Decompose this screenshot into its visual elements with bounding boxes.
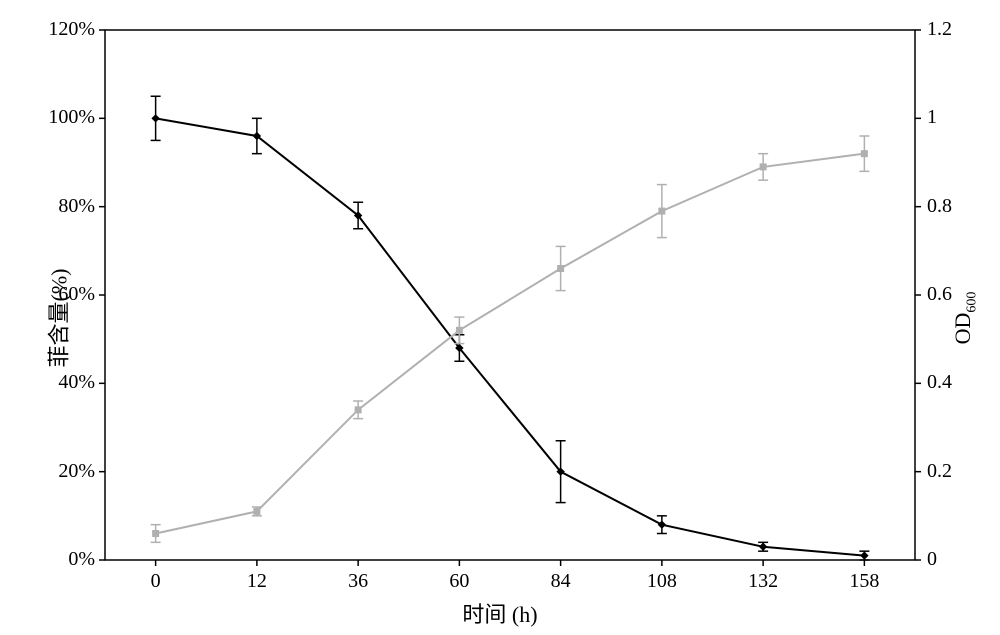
x-tick-label: 36	[338, 570, 378, 593]
y-left-tick-label: 0%	[68, 548, 95, 571]
y-left-tick-label: 60%	[58, 283, 95, 306]
chart-svg	[0, 0, 1000, 635]
y-left-tick-label: 40%	[58, 371, 95, 394]
y-left-tick-label: 120%	[48, 18, 95, 41]
chart-container: 菲含量(%) OD600 时间 (h) 0%20%40%60%80%100%12…	[0, 0, 1000, 635]
y-right-tick-label: 0.6	[927, 283, 952, 306]
y-right-tick-label: 1.2	[927, 18, 952, 41]
y-right-tick-label: 0.4	[927, 371, 952, 394]
y-right-tick-label: 0	[927, 548, 937, 571]
y-right-tick-label: 1	[927, 106, 937, 129]
x-tick-label: 0	[136, 570, 176, 593]
x-axis-label: 时间 (h)	[462, 597, 537, 629]
x-tick-label: 84	[541, 570, 581, 593]
y-right-tick-label: 0.2	[927, 460, 952, 483]
x-tick-label: 132	[743, 570, 783, 593]
y-left-tick-label: 20%	[58, 460, 95, 483]
y-left-tick-label: 100%	[48, 106, 95, 129]
y-right-axis-label: OD600	[950, 291, 980, 344]
x-tick-label: 60	[439, 570, 479, 593]
y-left-tick-label: 80%	[58, 195, 95, 218]
x-tick-label: 158	[844, 570, 884, 593]
y-right-tick-label: 0.8	[927, 195, 952, 218]
x-tick-label: 12	[237, 570, 277, 593]
x-tick-label: 108	[642, 570, 682, 593]
